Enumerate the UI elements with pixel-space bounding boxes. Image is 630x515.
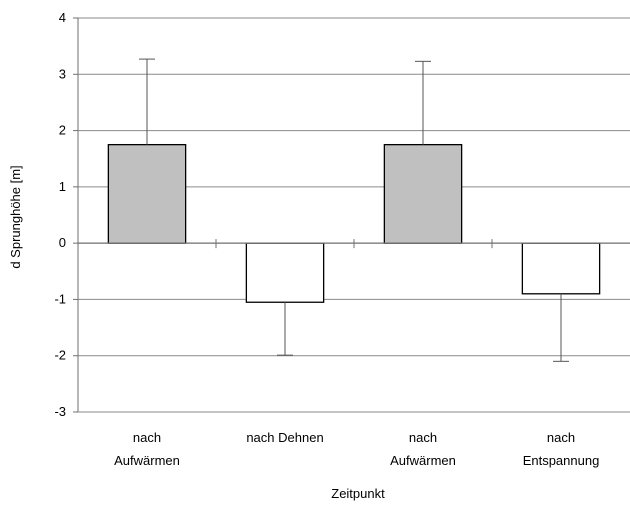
y-tick-label: -3: [54, 404, 66, 419]
x-category-label: nach: [133, 430, 161, 445]
x-axis-title: Zeitpunkt: [331, 486, 385, 501]
x-category-label: nach: [409, 430, 437, 445]
x-category-label: Aufwärmen: [114, 453, 180, 468]
y-tick-label: 4: [59, 10, 66, 25]
bar: [245, 242, 325, 303]
category-labels: nach Aufwärmen nach Dehnen nach Aufwärmen nac…: [114, 430, 599, 468]
y-tick-label: 1: [59, 179, 66, 194]
y-axis-title: d Sprunghöhe [m]: [8, 165, 23, 268]
x-category-label: nach Dehnen: [246, 430, 323, 445]
bar: [521, 242, 601, 295]
bar: [107, 143, 187, 244]
bars: [107, 143, 601, 303]
x-category-label: Aufwärmen: [390, 453, 456, 468]
y-tick-label: -2: [54, 348, 66, 363]
axes: [73, 17, 630, 413]
y-tick-label: 0: [59, 235, 66, 250]
error-bars: [139, 58, 569, 362]
y-tick-label: 2: [59, 123, 66, 138]
bar: [383, 143, 463, 244]
x-category-label: Entspannung: [523, 453, 600, 468]
y-tick-label: -1: [54, 291, 66, 306]
x-category-label: nach: [547, 430, 575, 445]
y-tick-label: 3: [59, 66, 66, 81]
y-tick-labels: 4 3 2 1 0 -1 -2 -3: [54, 10, 66, 419]
